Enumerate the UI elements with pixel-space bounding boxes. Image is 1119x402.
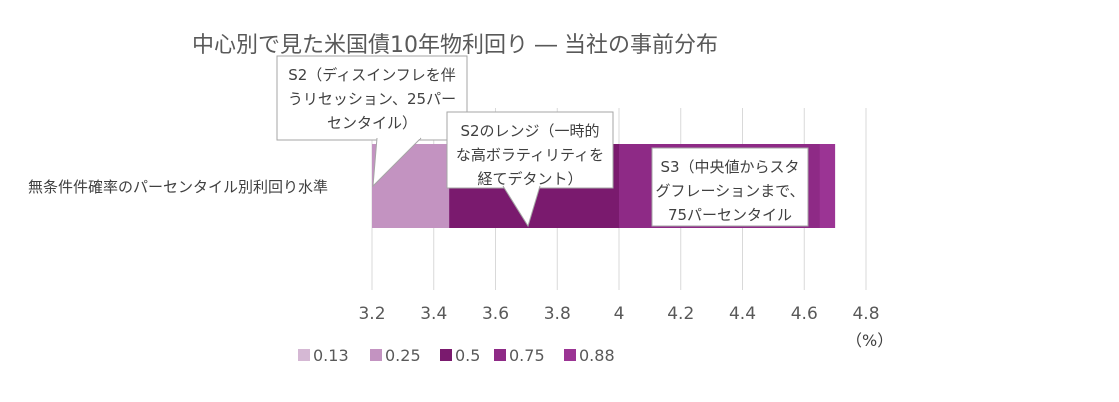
legend-item: 0.25: [370, 346, 421, 365]
callout-pointer: [372, 137, 422, 188]
x-tick-label: 3.2: [358, 304, 385, 324]
callout-pointer: [502, 185, 541, 228]
callout-box: [276, 55, 468, 141]
x-tick-label: 3.8: [544, 304, 571, 324]
legend-item: 0.75: [494, 346, 545, 365]
callout-text: 経てデタント）: [477, 170, 582, 188]
legend-label: 0.75: [509, 346, 545, 365]
legend-item: 0.13: [298, 346, 349, 365]
x-tick-label: 3.4: [420, 304, 447, 324]
callout-text: な高ボラティリティを: [456, 146, 604, 164]
callout-box: [651, 147, 809, 227]
legend-label: 0.5: [455, 346, 480, 365]
callout-text: S2のレンジ（一時的: [460, 122, 599, 140]
legend-swatch: [370, 349, 382, 361]
x-tick-label: 4.6: [791, 304, 818, 324]
x-tick-label: 4.2: [667, 304, 694, 324]
callout-text: 75パーセンタイル: [668, 206, 792, 224]
callout-text: うリセッション、25パー: [288, 90, 456, 108]
legend-item: 0.88: [564, 346, 615, 365]
legend-swatch: [564, 349, 576, 361]
callout-text: S3（中央値からスタ: [660, 158, 799, 176]
x-tick-label: 4.4: [729, 304, 756, 324]
unit-label: （%）: [846, 331, 893, 350]
callout-text: グフレーションまで、: [655, 182, 804, 200]
category-label: 無条件件確率のパーセンタイル別利回り水準: [28, 178, 328, 196]
legend: 0.13 0.25 0.5 0.75 0.88: [298, 346, 615, 365]
legend-swatch: [298, 349, 310, 361]
callout-text: S2（ディスインフレを伴: [288, 66, 456, 84]
x-tick-label: 4.8: [852, 304, 879, 324]
legend-swatch: [494, 349, 506, 361]
legend-swatch: [440, 349, 452, 361]
legend-label: 0.13: [313, 346, 349, 365]
callout-text: センタイル）: [327, 114, 417, 132]
chart-title: 中心別で見た米国債10年物利回り ― 当社の事前分布: [192, 33, 718, 58]
legend-label: 0.88: [579, 346, 615, 365]
x-axis-ticks: 3.2 3.4 3.6 3.8 4 4.2 4.4 4.6 4.8: [358, 304, 879, 324]
legend-label: 0.25: [385, 346, 421, 365]
legend-item: 0.5: [440, 346, 480, 365]
x-tick-label: 3.6: [482, 304, 509, 324]
x-tick-label: 4: [614, 304, 625, 324]
